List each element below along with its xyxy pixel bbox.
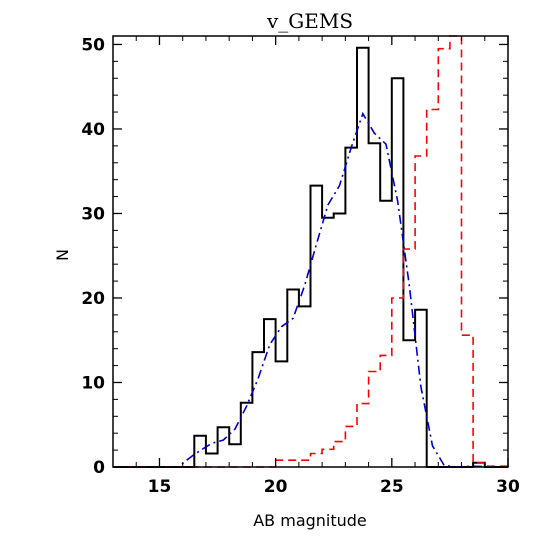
x-tick-label: 30: [496, 477, 520, 497]
series-1-line: [113, 35, 508, 468]
x-tick-label: 15: [148, 477, 172, 497]
x-tick-label: 25: [380, 477, 404, 497]
y-axis-label: N: [53, 249, 72, 261]
y-tick-label: 0: [93, 458, 105, 478]
x-tick-label: 20: [264, 477, 288, 497]
series-layer: [113, 35, 508, 468]
x-axis-label: AB magnitude: [253, 511, 367, 530]
ticks-layer: 15 20 25 30 0 10 20 30 40 50: [81, 35, 520, 497]
y-tick-label: 20: [81, 289, 105, 309]
y-tick-label: 10: [81, 373, 105, 393]
chart-title: v_GEMS: [266, 9, 353, 33]
y-tick-label: 30: [81, 204, 105, 224]
series-2-line: [113, 111, 497, 468]
series-0-line: [113, 46, 508, 468]
y-tick-label: 50: [81, 35, 105, 55]
y-tick-label: 40: [81, 120, 105, 140]
plot-frame: [112, 35, 509, 468]
